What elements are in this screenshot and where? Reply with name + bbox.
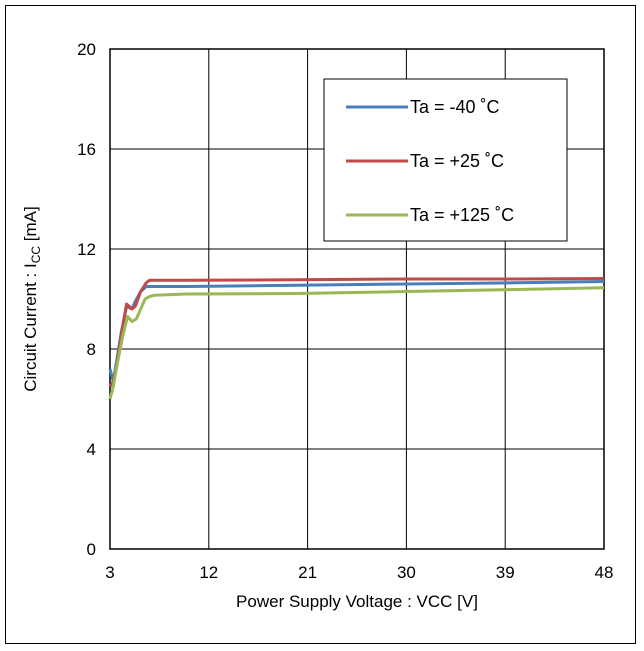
y-tick-label: 0 xyxy=(87,540,96,559)
plot-area-border xyxy=(109,48,605,550)
y-axis-label-unit: [mA] xyxy=(21,206,40,246)
x-tick-label: 48 xyxy=(595,563,614,582)
y-axis-label: Circuit Current : ICC [mA] xyxy=(21,206,43,392)
legend-label-2: Ta = +25 ˚C xyxy=(410,151,504,171)
x-tick-labels: 3 12 21 30 39 48 xyxy=(105,563,613,582)
y-axis-label-subscript: CC xyxy=(29,246,43,264)
y-tick-label: 8 xyxy=(87,340,96,359)
legend: Ta = -40 ˚C Ta = +25 ˚C Ta = +125 ˚C xyxy=(323,78,568,242)
x-tick-label: 12 xyxy=(199,563,218,582)
legend-label-3: Ta = +125 ˚C xyxy=(410,205,514,225)
y-tick-label: 16 xyxy=(77,140,96,159)
x-axis-label: Power Supply Voltage : VCC [V] xyxy=(236,592,478,611)
x-tick-label: 21 xyxy=(298,563,317,582)
x-tick-label: 30 xyxy=(397,563,416,582)
series-line-1 xyxy=(108,280,605,383)
x-tick-label: 39 xyxy=(496,563,515,582)
legend-label-1: Ta = -40 ˚C xyxy=(410,97,500,117)
series-layer xyxy=(108,277,605,400)
chart-frame: 0 4 8 12 16 20 3 12 21 30 39 48 Ta = -40 ˚C Ta = +2… xyxy=(5,5,636,644)
y-tick-label: 4 xyxy=(87,440,96,459)
y-tick-labels: 0 4 8 12 16 20 xyxy=(77,40,96,559)
series-line-3 xyxy=(108,286,605,400)
y-tick-label: 12 xyxy=(77,240,96,259)
y-tick-label: 20 xyxy=(77,40,96,59)
x-tick-label: 3 xyxy=(105,563,114,582)
y-axis-label-main: Circuit Current : I xyxy=(21,263,40,391)
